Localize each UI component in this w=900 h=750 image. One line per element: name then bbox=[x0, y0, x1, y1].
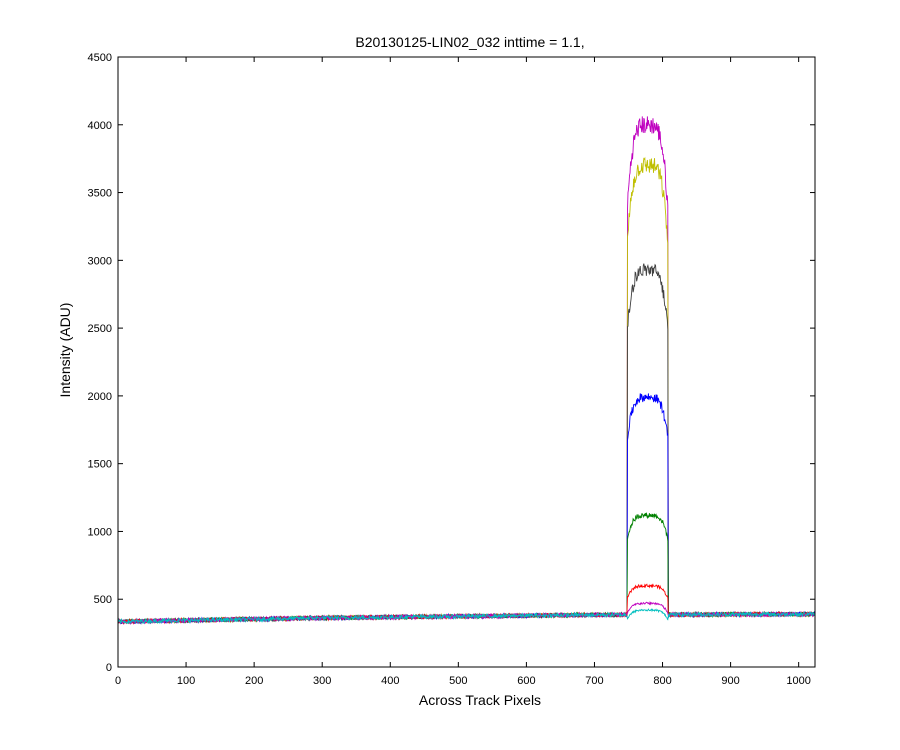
y-axis-ticks: 0 500 1000 1500 2000 2500 3000 3500 4000 4500 bbox=[88, 52, 815, 674]
x-tick-label: 200 bbox=[245, 675, 263, 687]
x-tick-label: 1000 bbox=[786, 675, 810, 687]
x-axis-title: Across Track Pixels bbox=[419, 692, 541, 708]
y-axis-title: Intensity (ADU) bbox=[57, 303, 73, 398]
series-line-7 bbox=[117, 600, 816, 626]
y-tick-label: 3000 bbox=[88, 255, 112, 267]
x-tick-label: 400 bbox=[381, 675, 399, 687]
series-layer bbox=[117, 116, 816, 626]
x-axis-ticks: 0 100 200 300 400 500 600 700 800 900 1000 bbox=[115, 57, 811, 687]
y-tick-label: 3500 bbox=[88, 188, 112, 200]
x-tick-label: 500 bbox=[449, 675, 467, 687]
x-tick-label: 700 bbox=[585, 675, 603, 687]
x-tick-label: 900 bbox=[721, 675, 739, 687]
y-tick-label: 2500 bbox=[88, 323, 112, 335]
x-tick-label: 300 bbox=[313, 675, 331, 687]
chart-title: B20130125-LIN02_032 inttime = 1.1, bbox=[355, 34, 584, 50]
y-tick-label: 1000 bbox=[88, 526, 112, 538]
x-tick-label: 800 bbox=[653, 675, 671, 687]
x-tick-label: 100 bbox=[177, 675, 195, 687]
x-tick-label: 0 bbox=[115, 675, 121, 687]
y-tick-label: 0 bbox=[106, 662, 112, 674]
series-line-8 bbox=[117, 608, 816, 625]
plot-frame bbox=[117, 56, 816, 668]
y-tick-label: 500 bbox=[94, 594, 112, 606]
y-tick-label: 4500 bbox=[88, 52, 112, 64]
x-tick-label: 600 bbox=[517, 675, 535, 687]
y-tick-label: 1500 bbox=[88, 459, 112, 471]
y-tick-label: 2000 bbox=[88, 391, 112, 403]
y-tick-label: 4000 bbox=[88, 120, 112, 132]
